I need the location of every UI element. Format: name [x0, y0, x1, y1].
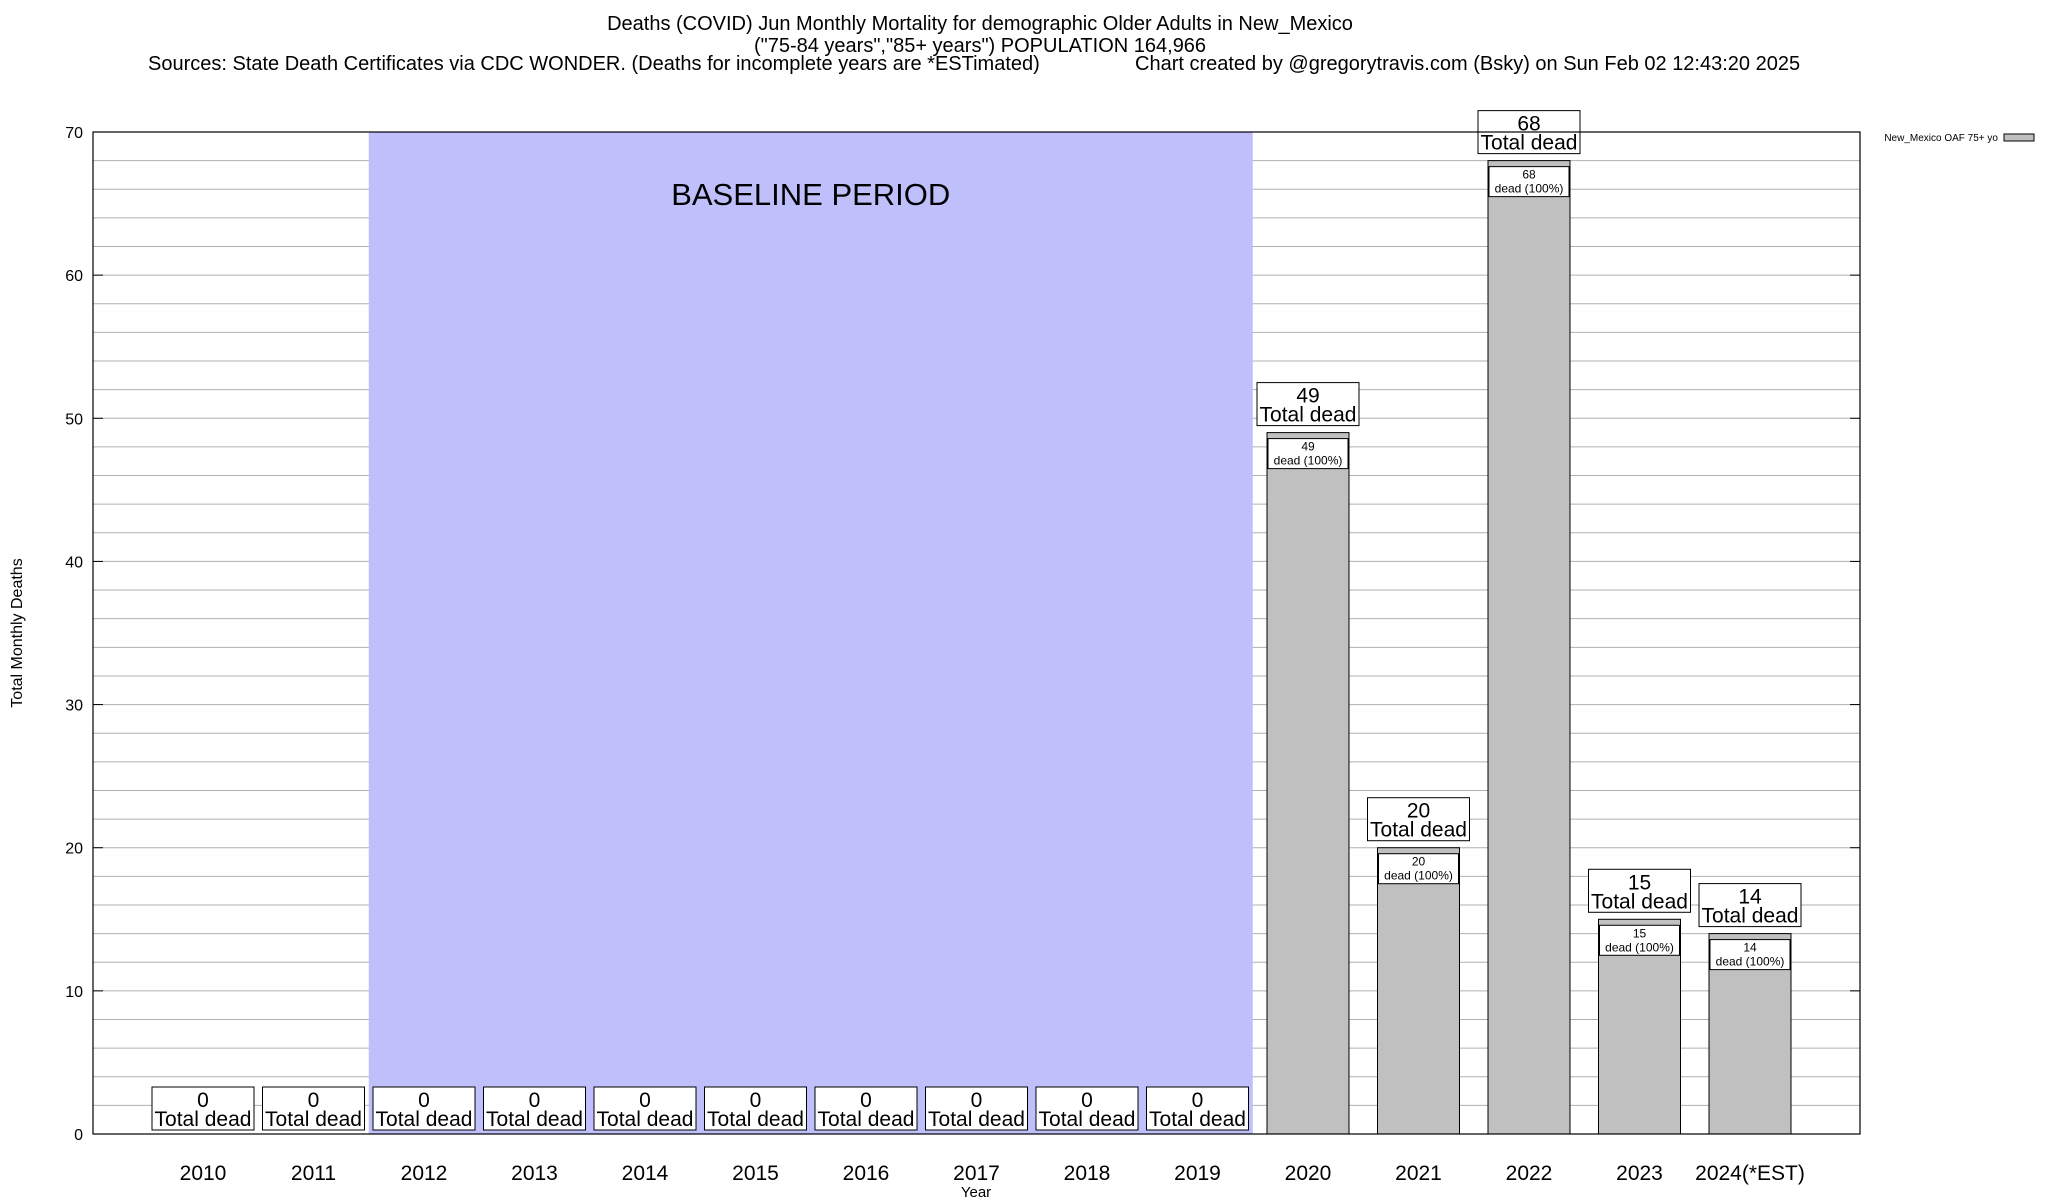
y-tick-label: 70 — [65, 125, 83, 142]
total-dead-label: Total dead — [1481, 132, 1578, 155]
x-tick-label: 2015 — [732, 1162, 779, 1185]
total-value-label: 0 — [750, 1089, 762, 1112]
total-value-label: 0 — [418, 1089, 430, 1112]
legend-swatch — [2003, 133, 2035, 142]
segment-percent-label: dead (100%) — [1495, 182, 1564, 196]
x-tick-label: 2022 — [1506, 1162, 1553, 1185]
total-value-label: 0 — [639, 1089, 651, 1112]
baseline-period-label: BASELINE PERIOD — [671, 177, 950, 212]
x-tick-label: 2020 — [1285, 1162, 1332, 1185]
chart-title: Deaths (COVID) Jun Monthly Mortality for… — [607, 13, 1353, 35]
total-value-label: 0 — [860, 1089, 872, 1112]
bar — [1266, 432, 1350, 1135]
chart-subtitle: ("75-84 years","85+ years") POPULATION 1… — [753, 35, 1207, 57]
x-tick-label: 2021 — [1395, 1162, 1442, 1185]
segment-value-label: 49 — [1301, 440, 1315, 454]
total-value-label: 20 — [1407, 800, 1430, 823]
total-label-box — [1256, 382, 1360, 427]
total-label-box — [1698, 883, 1802, 928]
segment-value-label: 68 — [1522, 168, 1536, 182]
plot-border — [92, 131, 1861, 1135]
total-label-box — [704, 1086, 807, 1131]
y-tick-label: 30 — [65, 698, 83, 715]
segment-percent-label: dead (100%) — [1274, 454, 1343, 468]
chart-sources: Sources: State Death Certificates via CD… — [148, 53, 1040, 75]
y-axis-label: Total Monthly Deaths — [9, 558, 26, 707]
y-tick-label: 20 — [65, 841, 83, 858]
total-value-label: 14 — [1738, 886, 1762, 909]
total-dead-label: Total dead — [1149, 1108, 1246, 1131]
total-label-box — [1588, 868, 1691, 913]
total-label-box — [483, 1086, 586, 1131]
y-tick-label: 0 — [74, 1127, 83, 1144]
total-label-box — [593, 1086, 697, 1131]
segment-percent-label: dead (100%) — [1384, 869, 1453, 883]
segment-label-box — [1488, 166, 1570, 198]
total-dead-label: Total dead — [1370, 819, 1467, 842]
total-dead-label: Total dead — [1039, 1108, 1136, 1131]
x-tick-label: 2023 — [1616, 1162, 1663, 1185]
x-axis-label: Year — [961, 1184, 991, 1200]
total-label-box — [814, 1086, 918, 1131]
chart-credit: Chart created by @gregorytravis.com (Bsk… — [1135, 53, 1801, 75]
x-tick-label: 2024(*EST) — [1695, 1162, 1805, 1185]
total-dead-label: Total dead — [1591, 890, 1688, 913]
segment-value-label: 14 — [1743, 941, 1757, 955]
total-dead-label: Total dead — [597, 1108, 694, 1131]
total-dead-label: Total dead — [376, 1108, 473, 1131]
total-label-box — [262, 1086, 365, 1131]
total-dead-label: Total dead — [265, 1108, 362, 1131]
total-dead-label: Total dead — [818, 1108, 915, 1131]
x-tick-label: 2017 — [953, 1162, 1000, 1185]
total-dead-label: Total dead — [155, 1108, 252, 1131]
legend-label: New_Mexico OAF 75+ yo — [1884, 133, 1998, 144]
total-value-label: 0 — [308, 1089, 320, 1112]
segment-label-box — [1267, 438, 1349, 470]
x-tick-label: 2013 — [511, 1162, 558, 1185]
total-value-label: 0 — [971, 1089, 983, 1112]
bar — [1487, 160, 1571, 1135]
total-label-box — [1146, 1086, 1249, 1131]
x-tick-label: 2012 — [401, 1162, 448, 1185]
total-label-box — [1035, 1086, 1139, 1131]
total-value-label: 15 — [1628, 871, 1651, 894]
segment-value-label: 20 — [1412, 855, 1426, 869]
bar — [1377, 847, 1460, 1135]
x-tick-label: 2010 — [180, 1162, 227, 1185]
y-tick-label: 60 — [65, 268, 83, 285]
segment-label-box — [1709, 939, 1791, 971]
total-value-label: 49 — [1296, 385, 1319, 408]
segment-label-box — [1599, 924, 1680, 956]
segment-label-box — [1378, 853, 1459, 885]
total-dead-label: Total dead — [928, 1108, 1025, 1131]
total-value-label: 68 — [1517, 113, 1540, 136]
total-value-label: 0 — [1192, 1089, 1204, 1112]
total-value-label: 0 — [1081, 1089, 1093, 1112]
x-tick-label: 2018 — [1064, 1162, 1111, 1185]
total-label-box — [151, 1086, 255, 1131]
x-tick-label: 2019 — [1174, 1162, 1221, 1185]
y-tick-label: 10 — [65, 984, 83, 1001]
total-label-box — [925, 1086, 1028, 1131]
total-label-box — [372, 1086, 476, 1131]
total-value-label: 0 — [197, 1089, 209, 1112]
total-dead-label: Total dead — [1702, 905, 1799, 928]
total-dead-label: Total dead — [1260, 404, 1357, 427]
total-value-label: 0 — [529, 1089, 541, 1112]
total-dead-label: Total dead — [486, 1108, 583, 1131]
total-dead-label: Total dead — [707, 1108, 804, 1131]
total-label-box — [1367, 797, 1470, 842]
x-tick-label: 2011 — [291, 1162, 336, 1185]
y-tick-label: 50 — [65, 411, 83, 428]
segment-percent-label: dead (100%) — [1716, 955, 1785, 969]
x-tick-label: 2016 — [843, 1162, 890, 1185]
y-tick-label: 40 — [65, 554, 83, 571]
segment-value-label: 15 — [1633, 926, 1647, 940]
x-tick-label: 2014 — [622, 1162, 669, 1185]
segment-percent-label: dead (100%) — [1605, 940, 1674, 954]
baseline-period-band — [368, 132, 1253, 1134]
